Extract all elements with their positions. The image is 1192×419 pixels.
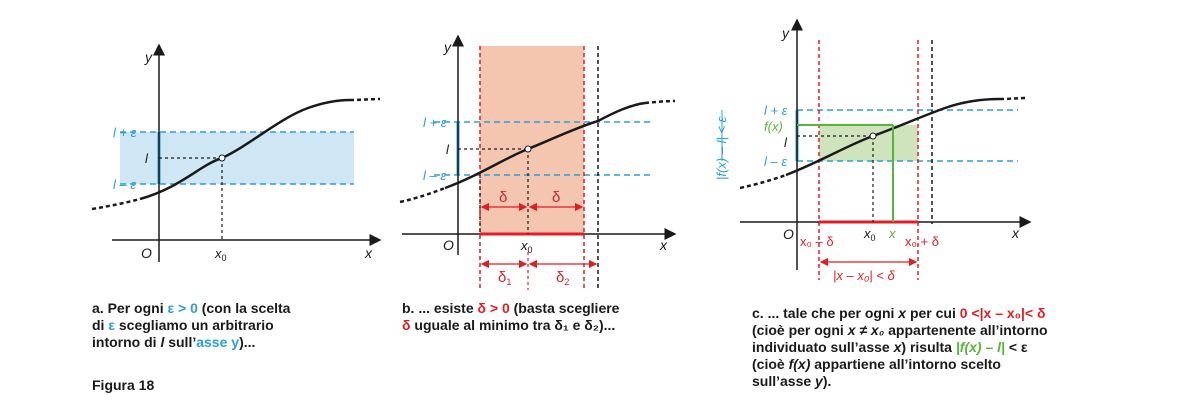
function-curve [444, 101, 646, 190]
curve-right-dashed [349, 97, 381, 102]
x-axis-label: x [364, 245, 373, 261]
x0-plus-delta-label: x₀ + δ [905, 234, 939, 249]
caption-letter: c. [752, 305, 764, 321]
curve-right-dashed [644, 99, 676, 105]
function-curve [785, 97, 1001, 177]
caption-text: uguale al minimo tra δ₁ e δ₂)... [414, 317, 616, 333]
caption-text: )... [239, 334, 256, 350]
x0-label: x0 [520, 238, 533, 255]
l-label: l [446, 142, 450, 157]
caption-l: l [160, 334, 165, 350]
panel-c: y x O x0 x l + ε f(x) l l – ε x₀ – δ x₀ … [714, 18, 1032, 283]
abs-f-label: |f(x) – l| < ε [714, 116, 729, 180]
caption-text: di [92, 317, 105, 333]
origin-label: O [141, 245, 152, 261]
caption-text: Per ogni [107, 300, 164, 316]
delta-band [480, 46, 584, 234]
l-minus-label: l – ε [423, 168, 446, 183]
l-plus-label: l + ε [423, 115, 447, 130]
y-axis-label: y [443, 39, 452, 55]
caption-fx: f(x) [788, 356, 811, 372]
delta-left-label: δ [499, 189, 507, 206]
caption-text: scegliamo un arbitrario [118, 317, 274, 333]
l-plus-label: l + ε [113, 125, 137, 140]
caption-letter: a. [92, 300, 104, 316]
curve-left-dashed [399, 186, 446, 204]
fx-label: f(x) [764, 119, 783, 134]
l-label: l [784, 135, 788, 150]
caption-a: a. Per ogni ε > 0 (con la scelta di ε sc… [92, 300, 392, 351]
figure-label: Figura 18 [92, 377, 155, 393]
caption-text: sull’ [168, 334, 197, 350]
x-axis-label: x [659, 237, 668, 253]
delta2-label: δ2 [556, 269, 569, 287]
abs-x-label: |x – x₀| < δ [833, 268, 896, 283]
caption-text: ) risulta [901, 339, 952, 355]
caption-text: (basta scegliere [513, 300, 620, 316]
panel-a: y x O x0 l + ε l l – ε [91, 43, 382, 263]
l-label: l [145, 151, 149, 166]
curve-right-dashed [999, 96, 1029, 101]
x0-label: x0 [214, 246, 227, 263]
caption-text: (con la scelta [201, 300, 291, 316]
caption-text: (cioè [752, 356, 785, 372]
caption-text: per cui [909, 305, 956, 321]
caption-text: ). [822, 373, 832, 389]
green-region [819, 125, 918, 161]
x-mark-label: x [888, 226, 896, 241]
origin-label: O [443, 237, 454, 253]
delta1-label: δ1 [498, 269, 511, 287]
x0-minus-delta-label: x₀ – δ [800, 234, 834, 249]
limit-point [869, 132, 877, 140]
caption-text: ... tale che per ogni [767, 305, 895, 321]
caption-cond-x: 0 <|x – x₀|< δ [959, 305, 1046, 321]
caption-text: appartenente all’intorno [888, 322, 1048, 338]
caption-x: x [898, 305, 907, 321]
y-axis-label: y [781, 25, 790, 41]
caption-letter: b. [402, 300, 415, 316]
caption-text: appartiene all’intorno scelto [814, 356, 1001, 372]
origin-label: O [783, 226, 794, 242]
caption-b: b. ... esiste δ > 0 (basta scegliere δ u… [402, 300, 702, 334]
limit-point [524, 145, 532, 153]
caption-cond-eps: < ε [1008, 339, 1028, 355]
curve-left-dashed [739, 173, 787, 190]
caption-text: intorno di [92, 334, 157, 350]
l-minus-label: l – ε [764, 154, 787, 169]
caption-y: y [815, 373, 823, 389]
curve-left-dashed [91, 197, 141, 211]
caption-delta-gt: δ > 0 [477, 300, 510, 316]
x-axis-label: x [1011, 225, 1020, 241]
caption-eps-gt: ε > 0 [167, 300, 198, 316]
function-curve [139, 98, 351, 201]
caption-text: individuato sull’asse [752, 339, 890, 355]
caption-asse-y: asse y [196, 334, 240, 350]
caption-cond-f: |f(x) – l| [955, 339, 1005, 355]
caption-text: (cioè per ogni [752, 322, 844, 338]
panel-b: y x O x0 l + ε l l – ε δ δ δ1 δ2 [399, 34, 677, 290]
x0-label: x0 [863, 226, 876, 243]
y-axis-label: y [144, 49, 153, 65]
caption-eps: ε [108, 317, 115, 333]
limit-point [218, 154, 226, 162]
caption-text: sull’asse [752, 373, 812, 389]
caption-neq: x ≠ x₀ [847, 322, 885, 338]
l-minus-label: l – ε [113, 177, 136, 192]
l-plus-label: l + ε [764, 103, 788, 118]
delta-right-label: δ [552, 189, 560, 206]
caption-x: x [893, 339, 902, 355]
epsilon-band [120, 132, 354, 184]
caption-text: ... esiste [418, 300, 474, 316]
caption-delta: δ [402, 317, 411, 333]
caption-c: c. ... tale che per ogni x per cui 0 <|x… [752, 305, 1112, 390]
